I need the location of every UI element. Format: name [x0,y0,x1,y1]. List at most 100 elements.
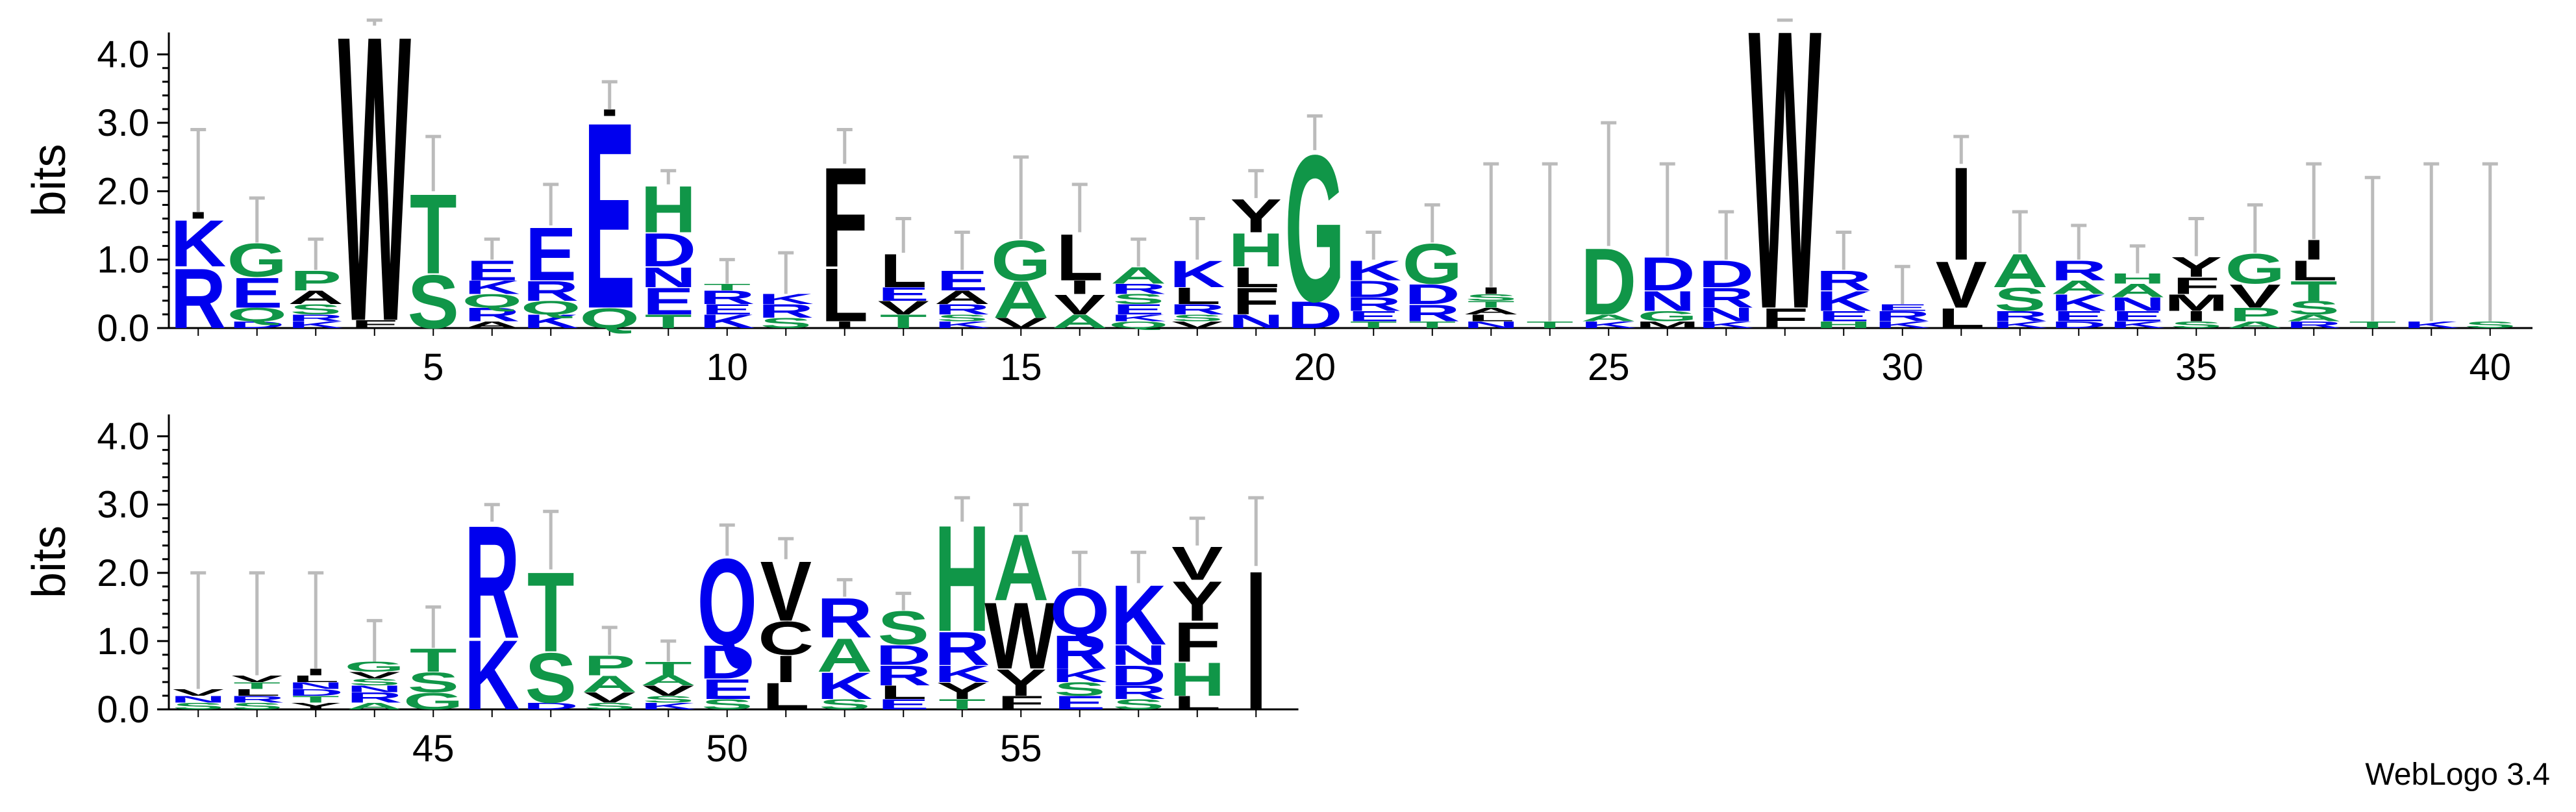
logo-letter: Q [227,304,287,325]
logo-letter: I [775,648,797,690]
logo-letter: A [640,673,696,689]
logo-letter: R [934,622,990,675]
logo-letter: R [1698,282,1754,314]
logo-letter: V [760,544,812,639]
logo-letter: V [2229,278,2281,315]
logo-letter: A [1052,311,1108,332]
logo-letter: W [338,0,412,407]
logo-letter: G [344,659,405,675]
logo-letter: L [233,687,281,698]
logo-letter: Y [290,701,342,711]
logo-letter: G [991,229,1051,292]
logo-letter: V [349,670,400,680]
logo-letter: S [936,312,988,323]
logo-letter: P [2229,304,2281,325]
logo-letter: C [758,612,814,665]
logo-letter: Q [579,302,640,334]
logo-letter: L [1173,692,1221,713]
logo-letter: R [1110,682,1166,703]
logo-letter: H [934,494,990,664]
logo-letter: R [1345,294,1401,315]
logo-letter: N [1698,304,1754,325]
logo-letter: L [1468,312,1515,323]
logo-letter: E [231,270,282,317]
logo-letter: E [878,284,929,305]
logo-letter: K [170,207,226,281]
logo-letter: E [584,67,635,364]
logo-letter: D [1581,229,1636,335]
logo-letter: E [1348,309,1399,324]
logo-letter: L [292,674,340,684]
logo-letter: H [1228,223,1284,276]
logo-letter: L [1173,283,1221,309]
logo-letter: K [640,701,696,711]
logo-letter: L [1232,261,1280,293]
logo-letter: Q [1049,575,1110,648]
logo-letter: K [2403,320,2459,330]
logo-letter: D [1640,247,1695,300]
logo-letter: L [1056,220,1103,294]
logo-letter: T [880,311,927,332]
logo-letter: L [880,682,927,703]
logo-letter: S [643,694,694,704]
logo-letter: K [1992,320,2048,330]
x-tick-label: 15 [1000,346,1042,388]
y-tick-label: 0.0 [97,307,149,349]
logo-letter: A [582,671,638,698]
y-tick-label: 1.0 [97,239,149,281]
logo-letter: A [1992,244,2048,297]
logo-letter: M [1635,320,1699,330]
logo-letter: Q [462,290,522,311]
logo-letter: S [878,602,929,654]
logo-letter: A [2286,312,2342,323]
logo-letter: P [584,650,635,681]
logo-letter: R [1875,309,1931,324]
logo-letter: K [2110,320,2166,330]
logo-letter: Y [936,678,988,704]
logo-letter: I [1245,530,1267,752]
logo-letter: R [699,287,755,308]
logo-letter: K [1052,665,1108,686]
y-tick-label: 3.0 [97,484,149,526]
logo-letter: Y [1231,190,1282,242]
y-tick-label: 4.0 [97,34,149,76]
logo-letter: T [292,694,340,704]
logo-letter: N [1110,639,1166,671]
logo-letter: K [699,311,755,332]
logo-letter: K [934,320,990,330]
logo-letter: Q [1108,320,1169,330]
logo-letter: I [834,320,855,330]
logo-letter: H [1816,320,1871,330]
logo-letter: F [1761,302,1808,334]
logo-letter: A [2110,281,2166,301]
logo-letter: N [640,261,696,293]
logo-letter: L [880,244,927,297]
logo-letter: S [408,666,459,698]
logo-letter: A [347,701,403,711]
logo-letter: D [1287,294,1343,336]
logo-letter: I [2186,309,2207,324]
logo-letter: E [1113,301,1164,317]
logo-letter: I [188,210,209,220]
logo-letter: G [1402,233,1462,296]
logo-letter: S [231,701,282,711]
logo-letter: T [1350,320,1397,330]
logo-letter: R [464,304,520,325]
logo-letter: N [347,683,403,694]
logo-letter: R [288,312,344,323]
logo-letter: Y [995,661,1047,704]
logo-letter: G [2225,246,2285,293]
logo-letter: R [1992,309,2048,324]
logo-letter: G [403,688,464,715]
logo-letter: D [1405,278,1460,310]
logo-letter: H [1169,653,1225,705]
logo-letter: K [817,665,873,707]
logo-letter: A [288,287,344,308]
logo-letter: K [1110,568,1166,663]
logo-letter: S [584,701,635,711]
logo-letter: D [229,320,285,330]
x-tick-label: 25 [1588,346,1630,388]
logo-letter: E [936,264,988,296]
